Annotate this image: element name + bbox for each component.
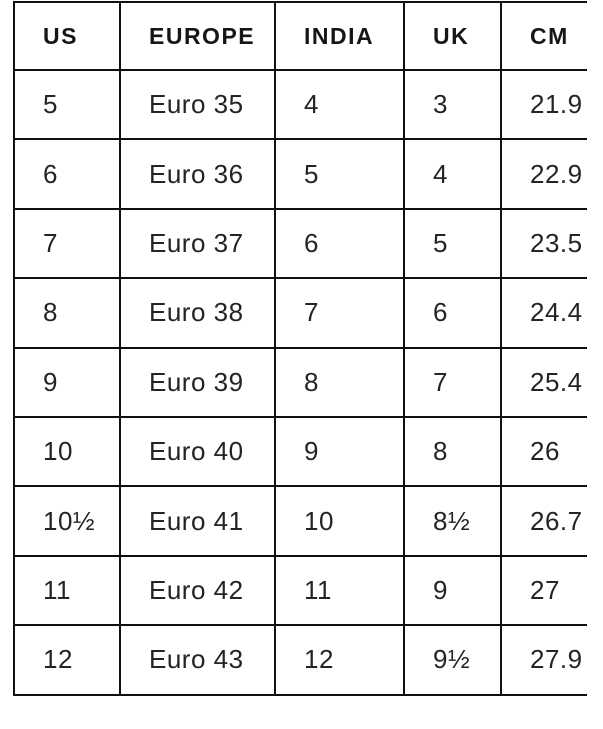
cell-uk: 8 [403, 415, 502, 488]
table-header: US EUROPE INDIA UK CM [13, 1, 587, 71]
cell-europe: Euro 39 [119, 346, 276, 418]
cell-uk: 9½ [403, 624, 502, 696]
table-body: 5 Euro 35 4 3 21.9 6 Euro 36 5 4 22.9 7 Euro 37 6 5 23… [13, 68, 587, 696]
cell-india: 11 [274, 554, 405, 627]
cell-us: 11 [13, 554, 121, 627]
cell-cm: 25.4 [500, 346, 587, 418]
cell-uk: 8½ [403, 485, 502, 557]
size-conversion-table: US EUROPE INDIA UK CM 5 Euro 35 4 3 21.9 6 Euro 36… [13, 1, 587, 696]
cell-india: 12 [274, 624, 405, 696]
cell-us: 6 [13, 138, 121, 210]
header-cell-us: US [13, 1, 121, 71]
cell-india: 10 [274, 485, 405, 557]
cell-india: 8 [274, 346, 405, 418]
cell-cm: 24.4 [500, 277, 587, 349]
table-row: 9 Euro 39 8 7 25.4 [13, 346, 587, 418]
cell-india: 7 [274, 277, 405, 349]
cell-us: 5 [13, 68, 121, 141]
table-row: 10½ Euro 41 10 8½ 26.7 [13, 485, 587, 557]
cell-cm: 21.9 [500, 68, 587, 141]
cell-europe: Euro 36 [119, 138, 276, 210]
cell-europe: Euro 43 [119, 624, 276, 696]
cell-uk: 5 [403, 207, 502, 280]
cell-uk: 9 [403, 554, 502, 627]
cell-uk: 7 [403, 346, 502, 418]
cell-europe: Euro 38 [119, 277, 276, 349]
table-row: 8 Euro 38 7 6 24.4 [13, 277, 587, 349]
cell-europe: Euro 37 [119, 207, 276, 280]
cell-cm: 26.7 [500, 485, 587, 557]
cell-uk: 4 [403, 138, 502, 210]
cell-cm: 23.5 [500, 207, 587, 280]
cell-cm: 26 [500, 415, 587, 488]
cell-india: 9 [274, 415, 405, 488]
cell-us: 12 [13, 624, 121, 696]
cell-us: 9 [13, 346, 121, 418]
header-cell-europe: EUROPE [119, 1, 276, 71]
cell-india: 5 [274, 138, 405, 210]
cell-us: 10 [13, 415, 121, 488]
cell-uk: 3 [403, 68, 502, 141]
cell-india: 6 [274, 207, 405, 280]
cell-cm: 22.9 [500, 138, 587, 210]
header-cell-cm: CM [500, 1, 587, 71]
cell-cm: 27.9 [500, 624, 587, 696]
cell-us: 10½ [13, 485, 121, 557]
table-row: 12 Euro 43 12 9½ 27.9 [13, 624, 587, 696]
cell-europe: Euro 41 [119, 485, 276, 557]
cell-europe: Euro 35 [119, 68, 276, 141]
cell-europe: Euro 42 [119, 554, 276, 627]
cell-us: 7 [13, 207, 121, 280]
cell-india: 4 [274, 68, 405, 141]
table-row: 10 Euro 40 9 8 26 [13, 415, 587, 488]
header-cell-india: INDIA [274, 1, 405, 71]
table-row: 11 Euro 42 11 9 27 [13, 554, 587, 627]
table-row: 6 Euro 36 5 4 22.9 [13, 138, 587, 210]
header-cell-uk: UK [403, 1, 502, 71]
cell-europe: Euro 40 [119, 415, 276, 488]
table-row: 5 Euro 35 4 3 21.9 [13, 68, 587, 141]
cell-cm: 27 [500, 554, 587, 627]
table-header-row: US EUROPE INDIA UK CM [13, 1, 587, 71]
cell-us: 8 [13, 277, 121, 349]
cell-uk: 6 [403, 277, 502, 349]
table-row: 7 Euro 37 6 5 23.5 [13, 207, 587, 280]
